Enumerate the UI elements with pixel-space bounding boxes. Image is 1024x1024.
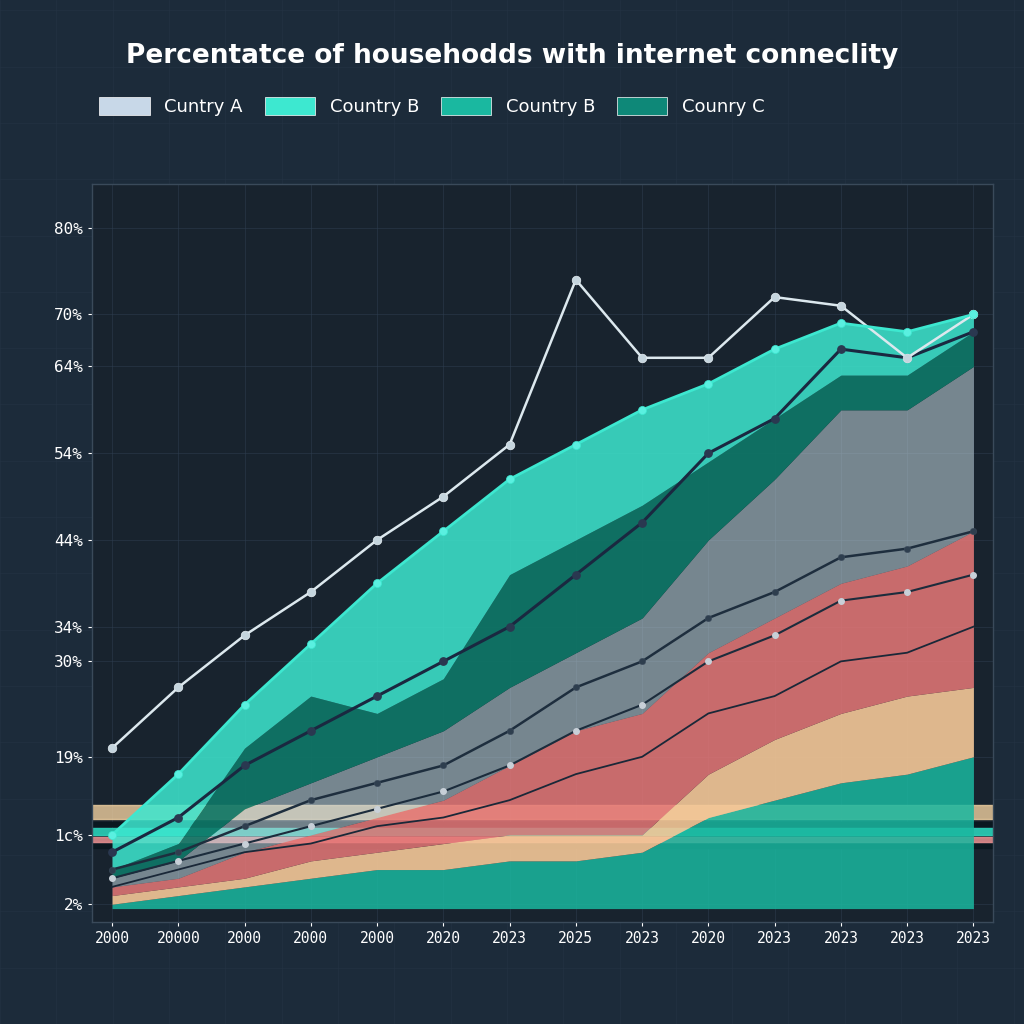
Point [170, 809, 186, 825]
Point [833, 593, 849, 609]
Point [634, 349, 650, 366]
Point [833, 549, 849, 565]
Point [435, 653, 452, 670]
Point [700, 349, 717, 366]
Point [899, 541, 915, 557]
Point [502, 723, 518, 739]
Point [634, 653, 650, 670]
Bar [92, 837, 993, 842]
Point [833, 341, 849, 357]
Point [833, 315, 849, 332]
Point [237, 758, 253, 774]
Point [634, 401, 650, 418]
Bar [92, 828, 993, 835]
Text: Percentatce of househodds with internet conneclity: Percentatce of househodds with internet … [126, 43, 898, 70]
Point [103, 844, 120, 860]
Point [303, 584, 319, 600]
Point [899, 324, 915, 340]
Legend: Cuntry A, Country B, Country B, Counry C: Cuntry A, Country B, Country B, Counry C [92, 90, 771, 123]
Point [502, 758, 518, 774]
Point [369, 575, 385, 592]
Point [237, 627, 253, 643]
Point [435, 523, 452, 540]
Point [899, 349, 915, 366]
Bar [92, 822, 993, 826]
Point [766, 411, 782, 427]
Point [766, 289, 782, 305]
Point [369, 531, 385, 548]
Point [303, 792, 319, 808]
Point [303, 636, 319, 652]
Point [237, 836, 253, 852]
Point [435, 783, 452, 800]
Point [237, 696, 253, 713]
Point [567, 271, 584, 288]
Point [634, 696, 650, 713]
Point [237, 818, 253, 835]
Point [966, 523, 982, 540]
Bar [92, 805, 993, 819]
Point [966, 306, 982, 323]
Point [899, 584, 915, 600]
Point [700, 653, 717, 670]
Point [567, 566, 584, 583]
Point [103, 861, 120, 878]
Point [170, 679, 186, 695]
Point [303, 818, 319, 835]
Point [502, 436, 518, 453]
Point [567, 723, 584, 739]
Point [899, 349, 915, 366]
Point [700, 610, 717, 627]
Bar [92, 844, 993, 848]
Point [966, 566, 982, 583]
Point [435, 758, 452, 774]
Point [766, 627, 782, 643]
Point [700, 376, 717, 392]
Point [103, 826, 120, 843]
Point [966, 324, 982, 340]
Point [966, 306, 982, 323]
Point [170, 766, 186, 782]
Point [369, 801, 385, 817]
Point [170, 844, 186, 860]
Point [103, 740, 120, 757]
Point [766, 584, 782, 600]
Point [766, 341, 782, 357]
Point [567, 436, 584, 453]
Point [634, 514, 650, 530]
Point [502, 471, 518, 487]
Point [303, 723, 319, 739]
Point [369, 688, 385, 705]
Point [435, 488, 452, 505]
Point [567, 679, 584, 695]
Point [369, 774, 385, 791]
Point [833, 298, 849, 314]
Point [170, 853, 186, 869]
Point [700, 445, 717, 462]
Point [502, 618, 518, 635]
Point [103, 870, 120, 887]
